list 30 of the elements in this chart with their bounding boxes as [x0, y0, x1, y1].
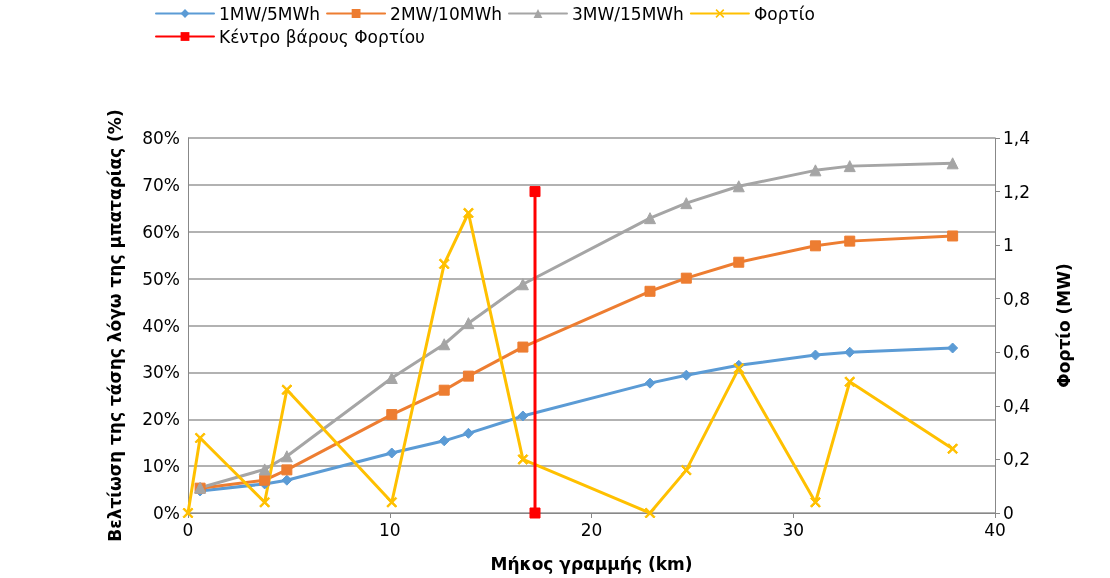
- legend-label: Κέντρο βάρους Φορτίου: [219, 26, 425, 47]
- y2-tick-label: 1,2: [1003, 181, 1031, 202]
- y-tick-label: 60%: [142, 221, 180, 242]
- legend-label: 3MW/15MWh: [571, 3, 684, 24]
- y2-tick-label: 0,4: [1003, 395, 1031, 416]
- y-tick-label: 20%: [142, 409, 180, 430]
- x-tick-label: 10: [378, 519, 401, 540]
- x-axis-title: Μήκος γραμμής (km): [490, 553, 693, 574]
- y-tick-label: 70%: [142, 174, 180, 195]
- y-tick-label: 80%: [142, 128, 180, 148]
- y-tick-label: 10%: [142, 456, 180, 477]
- x-tick-label: 20: [580, 519, 603, 540]
- y2-axis-title: Φορτίο (MW): [1054, 263, 1074, 388]
- y2-tick-label: 0,6: [1003, 342, 1031, 363]
- legend-label: 2MW/10MWh: [390, 3, 502, 24]
- y2-tick-label: 0,2: [1003, 449, 1031, 470]
- y2-tick-label: 1,4: [1003, 128, 1031, 148]
- y2-tick-label: 0,8: [1003, 288, 1031, 309]
- y2-tick-label: 1: [1003, 235, 1014, 256]
- y-tick-label: 30%: [142, 362, 180, 383]
- x-tick-label: 0: [182, 519, 194, 540]
- y-tick-label: 50%: [142, 268, 180, 289]
- y2-tick-label: 0: [1003, 503, 1014, 523]
- y-tick-label: 0%: [153, 503, 180, 523]
- y-axis-title: Βελτίωση της τάσης λόγω της μπαταρίας (%): [105, 109, 125, 542]
- x-tick-label: 30: [782, 519, 805, 540]
- legend-label: 1MW/5MWh: [219, 3, 321, 24]
- x-tick-label: 40: [984, 519, 1006, 540]
- legend-label: Φορτίο: [753, 3, 815, 24]
- y-tick-label: 40%: [142, 315, 180, 336]
